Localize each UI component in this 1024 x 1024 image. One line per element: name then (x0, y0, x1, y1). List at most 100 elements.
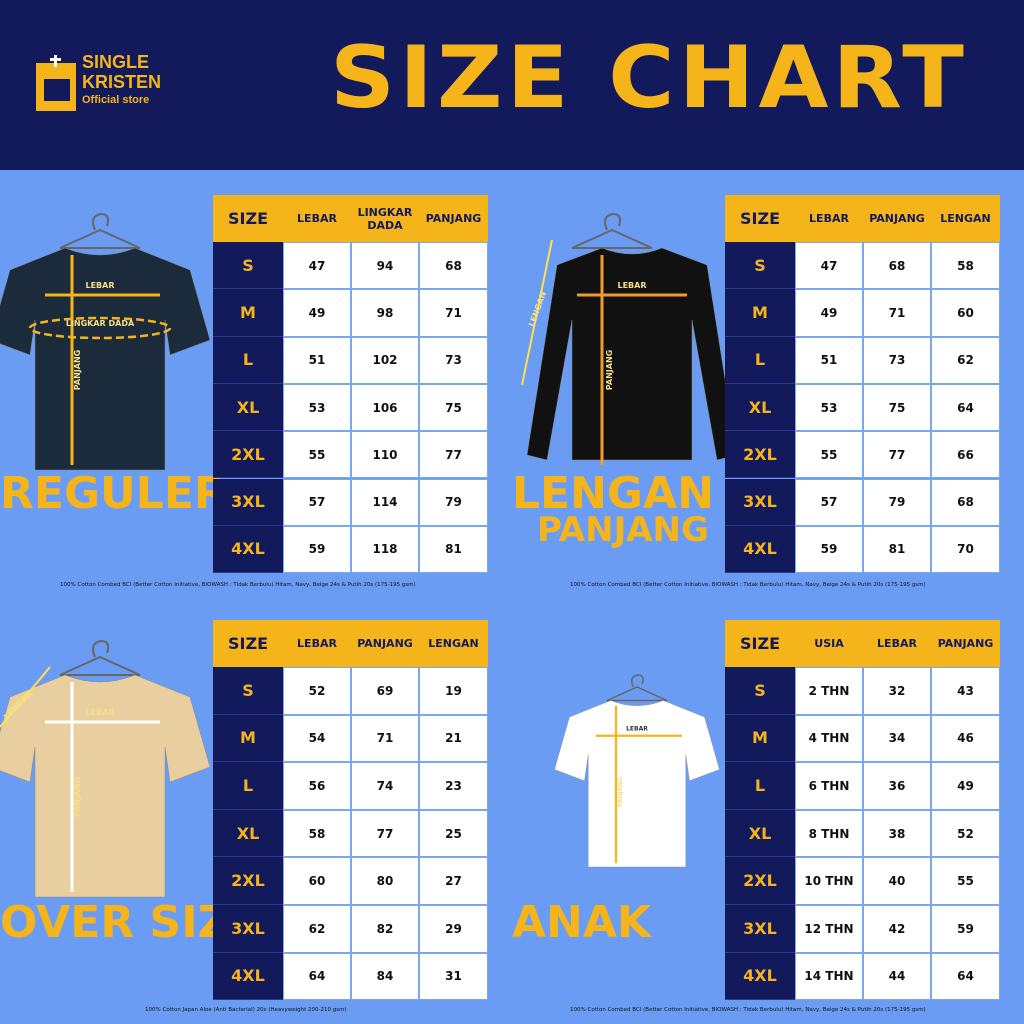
size-cell: S (213, 242, 283, 290)
shirt-illustration: LEBAR PANJANG (554, 674, 720, 868)
table-header: LINGKAR DADA (351, 195, 419, 242)
category-label: LENGAN (512, 468, 714, 519)
shirt-label: LEBAR (85, 708, 114, 717)
value-cell: 32 (863, 667, 931, 715)
size-cell: S (213, 667, 283, 715)
value-cell: 81 (863, 525, 931, 574)
value-cell: 59 (795, 525, 863, 574)
value-cell: 43 (931, 667, 1000, 715)
value-cell: 36 (863, 762, 931, 810)
hanger (59, 212, 141, 249)
panel: LEBAR LINGKAR DADA PANJANG REGULER SIZE LEBAR… (0, 170, 512, 597)
shirt-body (0, 674, 211, 898)
value-cell: 82 (351, 905, 419, 953)
size-cell: XL (213, 809, 283, 858)
value-cell: 81 (419, 525, 488, 574)
value-cell: 31 (419, 952, 488, 1001)
value-cell: 71 (351, 714, 419, 763)
value-cell: 51 (283, 336, 351, 384)
fabric-note: 100% Cotton Combed BCI (Better Cotton In… (60, 582, 416, 588)
value-cell: 55 (931, 857, 1000, 905)
value-cell: 68 (863, 242, 931, 290)
value-cell: 53 (283, 383, 351, 432)
value-cell: 60 (283, 857, 351, 905)
value-cell: 55 (795, 431, 863, 479)
value-cell: 10 THN (795, 857, 863, 905)
value-cell: 77 (863, 431, 931, 479)
value-cell: 8 THN (795, 809, 863, 858)
value-cell: 59 (283, 525, 351, 574)
panel: LEBAR LENGAN PANJANG LENGAN PANJANG SIZE LEBAR… (512, 170, 1024, 597)
value-cell: 68 (419, 242, 488, 290)
value-cell: 79 (419, 478, 488, 526)
value-cell: 98 (351, 289, 419, 337)
value-cell: 75 (863, 383, 931, 432)
value-cell: 73 (863, 336, 931, 384)
size-cell: 4XL (213, 952, 283, 1001)
value-cell: 64 (931, 952, 1000, 1001)
shirt: LEBAR PANJANG (554, 674, 720, 868)
size-cell: L (213, 762, 283, 810)
value-cell: 106 (351, 383, 419, 432)
fabric-note: 100% Cotton Combed BCI (Better Cotton In… (570, 1007, 926, 1013)
value-cell: 6 THN (795, 762, 863, 810)
brand-tagline: Official store (82, 94, 150, 106)
size-cell: 4XL (213, 525, 283, 574)
value-cell: 14 THN (795, 952, 863, 1001)
size-cell: 3XL (725, 478, 795, 526)
value-cell: 47 (283, 242, 351, 290)
size-cell: L (725, 336, 795, 384)
header: SINGLE KRISTEN Official store SIZE CHART (0, 0, 1024, 170)
category-label: ANAK (512, 897, 652, 948)
value-cell: 64 (931, 383, 1000, 432)
shirt: LEBAR LINGKAR DADA PANJANG (0, 212, 211, 471)
value-cell: 71 (419, 289, 488, 337)
size-cell: L (725, 762, 795, 810)
size-cell: XL (725, 809, 795, 858)
value-cell: 80 (351, 857, 419, 905)
shirt-label: LEBAR (85, 281, 114, 290)
hanger (59, 639, 141, 676)
shirt-label: PANJANG (73, 777, 82, 817)
brand-line: SINGLE (82, 52, 150, 72)
value-cell: 70 (931, 525, 1000, 574)
value-cell: 114 (351, 478, 419, 526)
shirt-label: LINGKAR DADA (66, 319, 135, 328)
value-cell: 53 (795, 383, 863, 432)
category-label: PANJANG (537, 510, 709, 550)
shirt-illustration: LEBAR LINGKAR DADA PANJANG (0, 212, 211, 471)
value-cell: 51 (795, 336, 863, 384)
value-cell: 49 (931, 762, 1000, 810)
value-cell: 75 (419, 383, 488, 432)
value-cell: 4 THN (795, 714, 863, 763)
size-cell: 2XL (213, 431, 283, 479)
value-cell: 47 (795, 242, 863, 290)
shirt-body (526, 247, 738, 461)
size-cell: 2XL (725, 857, 795, 905)
table-header: PANJANG (863, 195, 931, 242)
value-cell: 55 (283, 431, 351, 479)
value-cell: 44 (863, 952, 931, 1001)
value-cell: 77 (419, 431, 488, 479)
table-header: LEBAR (863, 620, 931, 667)
shirt-label: PANJANG (73, 350, 82, 390)
table-header: LEBAR (283, 195, 351, 242)
size-cell: 2XL (213, 857, 283, 905)
value-cell: 19 (419, 667, 488, 715)
panel: LEBAR PANJANG ANAK SIZE USIA LEBAR PANJANG S 2 T… (512, 597, 1024, 1024)
size-cell: L (213, 336, 283, 384)
value-cell: 94 (351, 242, 419, 290)
size-cell: S (725, 667, 795, 715)
size-cell: 3XL (725, 905, 795, 953)
value-cell: 59 (931, 905, 1000, 953)
size-cell: XL (725, 383, 795, 432)
table-header: LEBAR (283, 620, 351, 667)
value-cell: 49 (283, 289, 351, 337)
value-cell: 66 (931, 431, 1000, 479)
measure-ellipse (28, 316, 172, 340)
